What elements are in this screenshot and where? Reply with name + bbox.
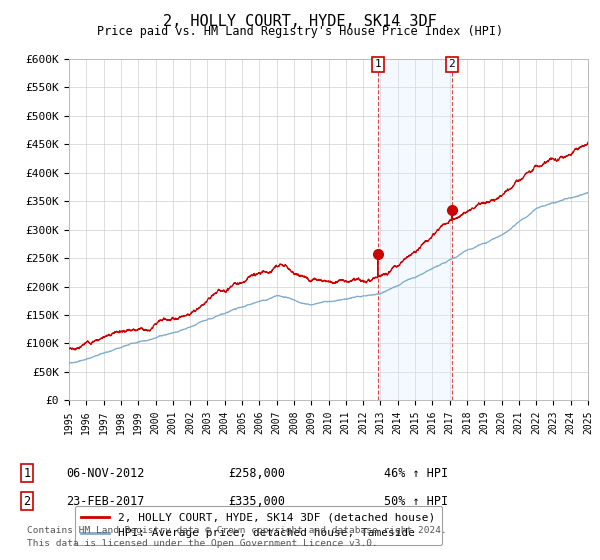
- Text: 06-NOV-2012: 06-NOV-2012: [66, 466, 145, 480]
- Text: 2, HOLLY COURT, HYDE, SK14 3DF: 2, HOLLY COURT, HYDE, SK14 3DF: [163, 14, 437, 29]
- Text: 46% ↑ HPI: 46% ↑ HPI: [384, 466, 448, 480]
- Text: 1: 1: [23, 466, 31, 480]
- Text: 1: 1: [374, 59, 381, 69]
- Legend: 2, HOLLY COURT, HYDE, SK14 3DF (detached house), HPI: Average price, detached ho: 2, HOLLY COURT, HYDE, SK14 3DF (detached…: [74, 506, 442, 545]
- Text: £335,000: £335,000: [228, 494, 285, 508]
- Text: 2: 2: [23, 494, 31, 508]
- Text: 2: 2: [448, 59, 455, 69]
- Text: Contains HM Land Registry data © Crown copyright and database right 2024.: Contains HM Land Registry data © Crown c…: [27, 526, 447, 535]
- Text: Price paid vs. HM Land Registry's House Price Index (HPI): Price paid vs. HM Land Registry's House …: [97, 25, 503, 38]
- Text: This data is licensed under the Open Government Licence v3.0.: This data is licensed under the Open Gov…: [27, 539, 378, 548]
- Text: 23-FEB-2017: 23-FEB-2017: [66, 494, 145, 508]
- Bar: [378, 59, 452, 400]
- Text: 50% ↑ HPI: 50% ↑ HPI: [384, 494, 448, 508]
- Text: £258,000: £258,000: [228, 466, 285, 480]
